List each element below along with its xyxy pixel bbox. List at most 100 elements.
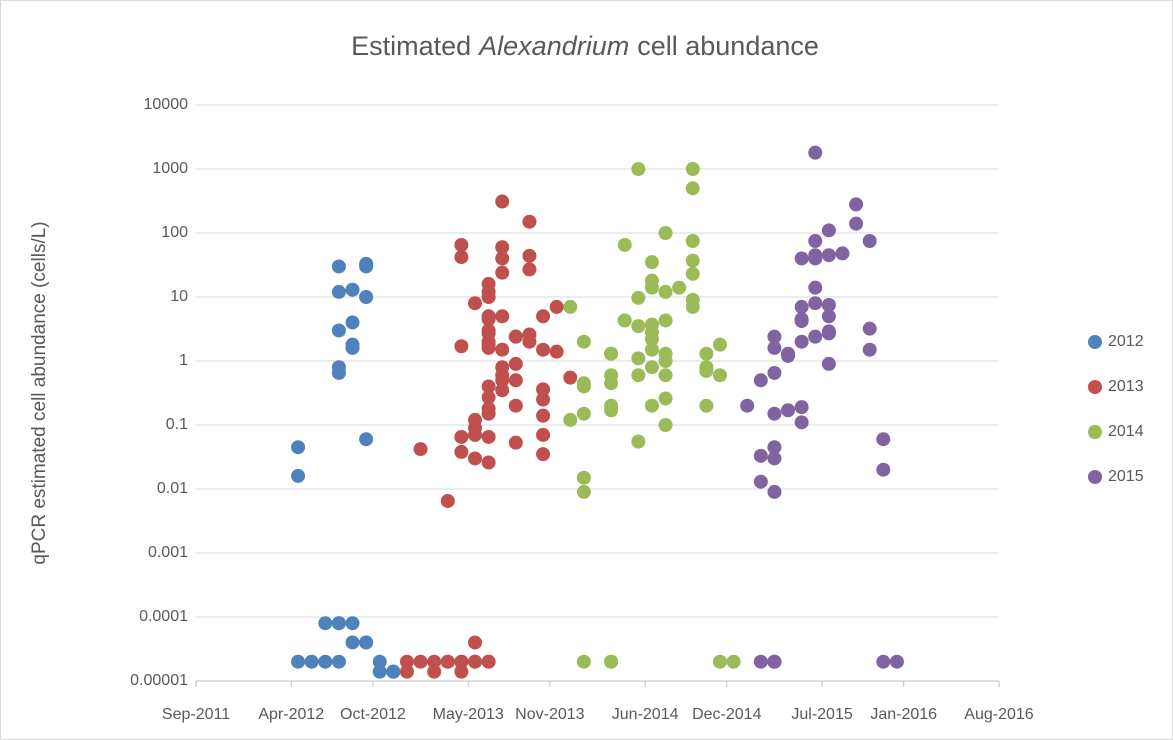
point xyxy=(576,484,591,499)
y-tick-label: 0.01 xyxy=(157,480,188,497)
x-tick-label: Dec-2014 xyxy=(692,706,761,723)
point xyxy=(821,223,836,238)
x-tick-label: Apr-2012 xyxy=(258,706,324,723)
point xyxy=(685,266,700,281)
point xyxy=(440,493,455,508)
point xyxy=(604,654,619,669)
point xyxy=(331,323,346,338)
x-tick-label: Jan-2016 xyxy=(870,706,937,723)
point xyxy=(781,348,796,363)
point xyxy=(658,368,673,383)
point xyxy=(849,197,864,212)
point xyxy=(536,427,551,442)
point xyxy=(331,616,346,631)
point xyxy=(712,368,727,383)
point xyxy=(291,468,306,483)
point xyxy=(468,427,483,442)
point xyxy=(672,280,687,295)
point xyxy=(740,398,755,413)
point xyxy=(413,654,428,669)
y-tick-label: 100 xyxy=(161,224,188,241)
point xyxy=(386,664,401,679)
point xyxy=(876,432,891,447)
point xyxy=(849,216,864,231)
point xyxy=(726,654,741,669)
point xyxy=(495,240,510,255)
point xyxy=(481,337,496,352)
point xyxy=(712,654,727,669)
point xyxy=(821,324,836,339)
point xyxy=(808,248,823,263)
point xyxy=(481,455,496,470)
y-tick-label: 10 xyxy=(170,288,188,305)
point xyxy=(304,654,319,669)
y-tick-label: 1000 xyxy=(152,160,188,177)
x-tick-label: Oct-2012 xyxy=(340,706,406,723)
point xyxy=(454,339,469,354)
point xyxy=(495,342,510,357)
point xyxy=(359,290,374,304)
point xyxy=(576,406,591,421)
point xyxy=(536,309,551,324)
point xyxy=(604,346,619,361)
point xyxy=(345,635,360,650)
point xyxy=(508,435,523,450)
point xyxy=(522,248,537,263)
point xyxy=(345,616,360,631)
point xyxy=(753,474,768,489)
point xyxy=(291,654,306,669)
point xyxy=(359,259,374,274)
point xyxy=(794,400,809,415)
point xyxy=(821,297,836,312)
point xyxy=(658,284,673,299)
point xyxy=(454,664,469,679)
point xyxy=(481,429,496,444)
point xyxy=(331,365,346,380)
point xyxy=(604,403,619,418)
point xyxy=(481,312,496,327)
point xyxy=(644,342,659,357)
y-tick-label: 1 xyxy=(179,352,188,369)
y-tick-label: 0.00001 xyxy=(130,672,188,689)
point xyxy=(685,181,700,196)
x-tick-label: Jun-2014 xyxy=(612,706,679,723)
point xyxy=(767,406,782,421)
point xyxy=(331,284,346,299)
point xyxy=(413,442,428,457)
point xyxy=(617,313,632,328)
legend-label: 2013 xyxy=(1108,378,1144,395)
point xyxy=(468,296,483,311)
point xyxy=(576,379,591,394)
point xyxy=(481,654,496,669)
point xyxy=(331,654,346,669)
point xyxy=(644,360,659,375)
point xyxy=(644,273,659,288)
x-tick-label: Nov-2013 xyxy=(515,706,584,723)
legend-marker xyxy=(1088,380,1102,394)
point xyxy=(767,365,782,380)
point xyxy=(495,309,510,324)
point xyxy=(372,664,387,679)
point xyxy=(359,635,374,650)
point xyxy=(345,337,360,352)
point xyxy=(291,440,306,455)
point xyxy=(862,321,877,336)
point xyxy=(318,616,333,631)
chart-title: Estimated Alexandrium cell abundance xyxy=(351,31,819,61)
point xyxy=(495,251,510,266)
title-part: cell abundance xyxy=(637,31,819,61)
point xyxy=(495,368,510,383)
point xyxy=(753,654,768,669)
point xyxy=(685,233,700,248)
point xyxy=(685,253,700,268)
point xyxy=(536,447,551,462)
x-tick-label: Jul-2015 xyxy=(791,706,852,723)
y-tick-label: 0.001 xyxy=(148,544,188,561)
point xyxy=(794,299,809,314)
point xyxy=(563,370,578,385)
point xyxy=(495,383,510,398)
point xyxy=(794,251,809,266)
point xyxy=(481,379,496,394)
point xyxy=(481,290,496,304)
